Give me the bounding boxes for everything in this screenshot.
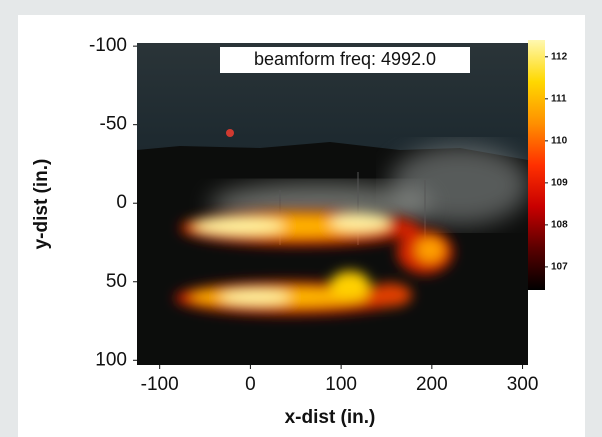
colorbar-tick-label: 110 bbox=[551, 135, 568, 146]
photo bbox=[137, 43, 528, 365]
y-tick-label: 50 bbox=[106, 271, 127, 292]
x-axis-label: x-dist (in.) bbox=[285, 407, 376, 428]
x-tick-label: 0 bbox=[245, 374, 256, 395]
y-tick-label: -50 bbox=[100, 114, 127, 135]
y-axis-label: y-dist (in.) bbox=[31, 159, 52, 250]
y-tick-label: 100 bbox=[95, 349, 127, 370]
colorbar bbox=[528, 40, 545, 290]
heat-blobs bbox=[175, 210, 453, 315]
colorbar-tick-label: 107 bbox=[551, 262, 568, 273]
x-tick-label: 200 bbox=[416, 374, 448, 395]
x-tick-label: 100 bbox=[325, 374, 357, 395]
colorbar-tick-label: 111 bbox=[551, 93, 567, 104]
colorbar-tick-label: 112 bbox=[551, 51, 568, 62]
y-tick-label: 0 bbox=[116, 192, 127, 213]
x-tick-label: 300 bbox=[507, 374, 539, 395]
y-tick-label: -100 bbox=[89, 35, 127, 56]
x-tick-label: -100 bbox=[141, 374, 179, 395]
annotation: beamform freq: 4992.0 bbox=[254, 49, 436, 69]
annotation-box bbox=[220, 47, 470, 73]
colorbar-tick-label: 109 bbox=[551, 177, 568, 188]
colorbar-tick-label: 108 bbox=[551, 220, 568, 231]
